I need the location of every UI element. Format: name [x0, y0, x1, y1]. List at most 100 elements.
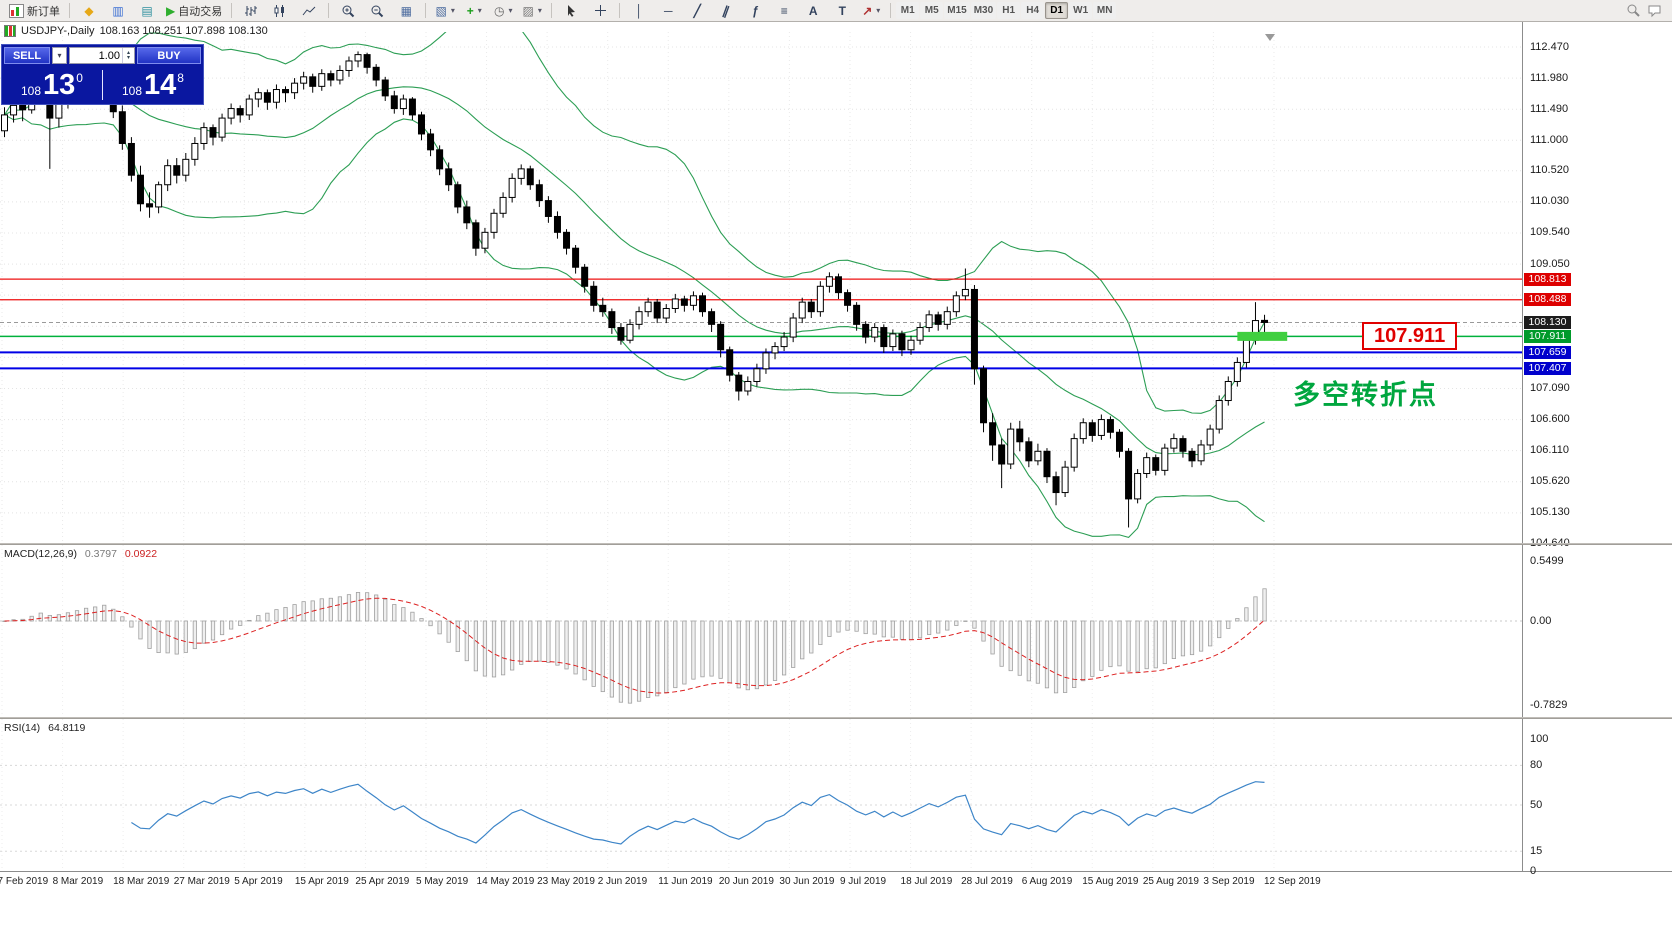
price-badge: 108.130	[1524, 315, 1571, 329]
macd-splitter[interactable]	[0, 543, 1672, 545]
price-callout[interactable]: 107.911	[1362, 322, 1458, 350]
search-icon[interactable]	[1626, 3, 1641, 18]
date-label: 30 Jun 2019	[779, 876, 835, 887]
line-chart-button[interactable]	[295, 1, 323, 21]
candlestick-chart-button[interactable]	[266, 1, 294, 21]
autotrading-button[interactable]: ▶ 自动交易	[162, 1, 226, 21]
timeframe-m5[interactable]: M5	[920, 2, 944, 19]
timeframe-d1[interactable]: D1	[1045, 2, 1069, 19]
vertical-line-tool[interactable]: │	[625, 1, 653, 21]
buy-price[interactable]: 108 14 8	[103, 70, 203, 100]
buy-price-point: 8	[177, 70, 184, 85]
candlestick-chart-icon	[274, 4, 285, 17]
buy-button[interactable]: BUY	[137, 47, 201, 64]
timeframe-mn[interactable]: MN	[1093, 2, 1117, 19]
cursor-button[interactable]	[557, 1, 585, 21]
chart-symbol-period: USDJPY-,Daily	[21, 25, 95, 37]
macd-scale-tick: 0.5499	[1530, 555, 1564, 568]
price-tick: 111.980	[1530, 71, 1569, 84]
pitchfork-tool[interactable]: ≡	[770, 1, 798, 21]
new-order-label: 新订单	[27, 5, 60, 18]
sell-price-big-figure: 108	[21, 83, 42, 98]
timeframe-m1[interactable]: M1	[896, 2, 920, 19]
crosshair-button[interactable]	[586, 1, 614, 21]
price-tick: 110.520	[1530, 164, 1569, 177]
trendline-tool[interactable]: ╱	[683, 1, 711, 21]
feedback-icon[interactable]	[1647, 3, 1663, 18]
date-axis-line	[0, 871, 1672, 872]
market-watch-button[interactable]: ▥	[104, 1, 132, 21]
data-window-icon: ▤	[141, 3, 153, 18]
sell-button[interactable]: SELL	[4, 47, 50, 64]
rsi-label: RSI(14) 64.8119	[4, 722, 85, 734]
text-label-tool[interactable]: T	[828, 1, 856, 21]
annotation-note[interactable]: 多空转折点	[1293, 380, 1438, 410]
price-tick: 111.490	[1530, 102, 1569, 115]
fibonacci-tool[interactable]: ƒ	[741, 1, 769, 21]
timeframe-h4[interactable]: H4	[1021, 2, 1045, 19]
dropdown-arrow-icon: ▾	[876, 6, 881, 15]
sell-price[interactable]: 108 13 0	[2, 70, 102, 100]
rsi-scale-tick: 80	[1530, 758, 1543, 771]
bar-chart-button[interactable]	[237, 1, 265, 21]
vertical-line-icon: │	[635, 3, 643, 18]
horizontal-line-tool[interactable]: ─	[654, 1, 682, 21]
timeframe-m30[interactable]: M30	[970, 2, 997, 19]
toolbar-separator	[425, 3, 427, 18]
price-badge: 107.407	[1524, 361, 1571, 375]
volume-input[interactable]: 1.00	[98, 49, 120, 62]
toolbar-separator	[231, 3, 233, 18]
volume-field: 1.00 ▴ ▾	[69, 47, 135, 64]
price-badge: 108.488	[1524, 293, 1571, 307]
metaquotes-icon: ◆	[84, 3, 94, 18]
price-scale[interactable]: 112.470 111.980 111.490 111.000 110.520 110.0…	[1522, 22, 1672, 877]
periods-button[interactable]: ◷ ▾	[489, 1, 517, 21]
zoom-in-button[interactable]	[334, 1, 362, 21]
tile-windows-button[interactable]: ▦	[392, 1, 420, 21]
data-window-button[interactable]: ▤	[133, 1, 161, 21]
channel-icon: ∥	[721, 2, 732, 19]
volume-stepper[interactable]: ▴ ▾	[122, 48, 134, 63]
candlestick-plot[interactable]	[0, 32, 1522, 543]
timeframe-h1[interactable]: H1	[997, 2, 1021, 19]
date-label: 18 Mar 2019	[113, 876, 170, 887]
channel-tool[interactable]: ∥	[712, 1, 740, 21]
macd-plot[interactable]	[0, 545, 1522, 717]
bar-chart-icon	[245, 5, 258, 16]
toolbar-separator	[551, 3, 553, 18]
price-tick: 105.130	[1530, 506, 1570, 519]
timeframe-m15[interactable]: M15	[944, 2, 970, 19]
zoom-out-button[interactable]	[363, 1, 391, 21]
metaquotes-button[interactable]: ◆	[75, 1, 103, 21]
date-label: 8 Mar 2019	[52, 876, 104, 887]
new-order-button[interactable]: 新订单	[5, 1, 64, 21]
volume-dropdown[interactable]: ▾	[52, 47, 67, 64]
indicators-button[interactable]: + ▾	[460, 1, 488, 21]
date-label: 5 May 2019	[415, 876, 469, 887]
one-click-trading-panel: SELL ▾ 1.00 ▴ ▾ BUY 108 13 0 108 14 8	[1, 44, 204, 105]
text-tool[interactable]: A	[799, 1, 827, 21]
date-label: 27 Feb 2019	[0, 876, 49, 887]
arrows-tool[interactable]: ↗ ▾	[857, 1, 885, 21]
zoom-out-icon	[371, 5, 384, 17]
rsi-splitter[interactable]	[0, 717, 1672, 719]
rsi-value: 64.8119	[48, 722, 86, 734]
cascade-windows-button[interactable]: ▧ ▾	[431, 1, 459, 21]
fibonacci-icon: ƒ	[751, 3, 759, 18]
cascade-windows-icon: ▧	[435, 3, 447, 18]
rsi-plot[interactable]	[0, 719, 1522, 871]
templates-button[interactable]: ▨ ▾	[518, 1, 546, 21]
toolbar-separator	[69, 3, 70, 18]
buy-price-pips: 14	[144, 68, 177, 101]
rsi-scale-tick: 15	[1530, 844, 1543, 857]
indicators-plus-icon: +	[466, 3, 474, 18]
rsi-name: RSI(14)	[4, 722, 41, 734]
timeframe-w1[interactable]: W1	[1069, 2, 1093, 19]
date-label: 9 Jul 2019	[839, 876, 887, 887]
date-label: 20 Jun 2019	[718, 876, 774, 887]
chart-ohlc-values: 108.163 108.251 107.898 108.130	[99, 25, 268, 37]
price-badge: 108.813	[1524, 272, 1571, 286]
date-label: 27 Mar 2019	[173, 876, 230, 887]
macd-name: MACD(12,26,9)	[4, 548, 77, 560]
